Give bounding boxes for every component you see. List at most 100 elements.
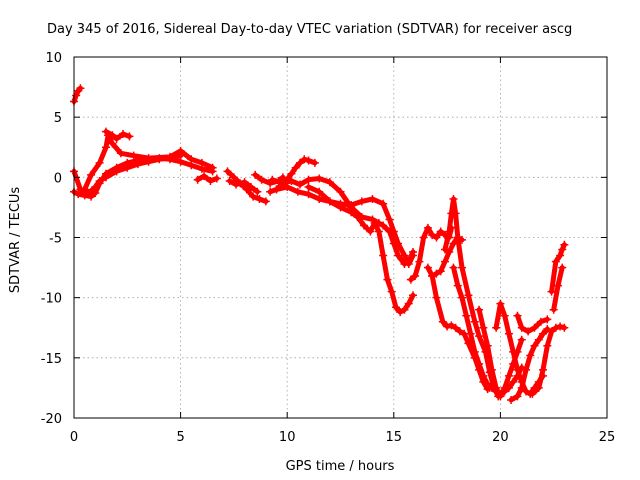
data-point (445, 247, 454, 256)
data-point (513, 311, 522, 320)
series-line (529, 324, 567, 397)
data-point (455, 327, 464, 336)
data-point (530, 341, 539, 350)
data-point (560, 240, 569, 249)
series-track-24 (547, 240, 569, 296)
data-point (394, 239, 403, 248)
x-axis-label: GPS time / hours (286, 459, 395, 474)
data-point (517, 383, 526, 392)
data-point (347, 208, 356, 217)
x-tick-label: 25 (599, 430, 616, 445)
data-point (112, 163, 121, 172)
data-point (87, 192, 96, 201)
data-point (428, 231, 437, 240)
series-track-25 (549, 263, 567, 314)
y-tick-label: -15 (41, 352, 62, 367)
x-tick-label: 20 (492, 430, 509, 445)
series-track-21 (507, 324, 552, 404)
data-point (232, 180, 241, 189)
series-line (195, 173, 220, 184)
data-point (507, 395, 516, 404)
data-point (119, 130, 128, 139)
data-point (479, 371, 488, 380)
y-tick-label: -20 (41, 412, 62, 427)
data-point (408, 291, 417, 300)
series-track-13 (304, 182, 417, 317)
data-point (449, 194, 458, 203)
data-point (101, 169, 110, 178)
data-point (116, 149, 125, 158)
series-track-5 (101, 127, 134, 143)
data-point (551, 323, 560, 332)
data-point (325, 178, 334, 187)
data-point (528, 389, 537, 398)
data-point (513, 392, 522, 401)
data-point (101, 127, 110, 136)
data-series-group (70, 84, 569, 404)
data-point (272, 185, 281, 194)
x-tick-label: 10 (279, 430, 296, 445)
data-point (451, 323, 460, 332)
data-point (193, 175, 202, 184)
data-point (475, 332, 484, 341)
data-point (95, 179, 104, 188)
data-point (374, 227, 383, 236)
data-point (440, 257, 449, 266)
data-point (492, 323, 501, 332)
data-point (500, 383, 509, 392)
data-point (359, 221, 368, 230)
data-point (315, 187, 324, 196)
data-point (521, 387, 530, 396)
data-point (400, 305, 409, 314)
data-point (496, 392, 505, 401)
data-point (287, 169, 296, 178)
data-point (325, 197, 334, 206)
data-point (517, 323, 526, 332)
data-point (370, 219, 379, 228)
data-point (500, 311, 509, 320)
data-point (368, 194, 377, 203)
data-point (509, 347, 518, 356)
data-point (475, 359, 484, 368)
data-point (475, 305, 484, 314)
data-point (240, 178, 249, 187)
series-line (82, 132, 216, 192)
data-point (558, 263, 567, 272)
data-point (223, 167, 232, 176)
data-point (295, 180, 304, 189)
data-point (487, 365, 496, 374)
y-tick-label: 0 (54, 171, 62, 186)
data-point (411, 272, 420, 281)
data-point (453, 233, 462, 242)
data-point (556, 251, 565, 260)
data-point (366, 227, 375, 236)
data-point (436, 267, 445, 276)
data-point (379, 221, 388, 230)
data-point (176, 157, 185, 166)
data-point (534, 335, 543, 344)
data-point (310, 158, 319, 167)
data-point (261, 197, 270, 206)
data-point (95, 158, 104, 167)
data-point (91, 188, 100, 197)
data-point (391, 303, 400, 312)
y-tick-label: -5 (49, 232, 62, 247)
data-point (432, 293, 441, 302)
data-point (197, 158, 206, 167)
axis-ticks: 0 5 10 15 20 25 -20 -15 -10 -5 0 5 10 (41, 51, 616, 445)
data-point (419, 233, 428, 242)
data-point (249, 192, 258, 201)
data-point (509, 377, 518, 386)
data-point (101, 143, 110, 152)
data-point (253, 187, 262, 196)
data-point (336, 203, 345, 212)
data-point (389, 227, 398, 236)
series-track-1 (70, 84, 85, 106)
series-line (71, 85, 83, 104)
data-point (447, 321, 456, 330)
data-point (315, 174, 324, 183)
data-point (517, 335, 526, 344)
data-point (268, 175, 277, 184)
data-point (165, 152, 174, 161)
